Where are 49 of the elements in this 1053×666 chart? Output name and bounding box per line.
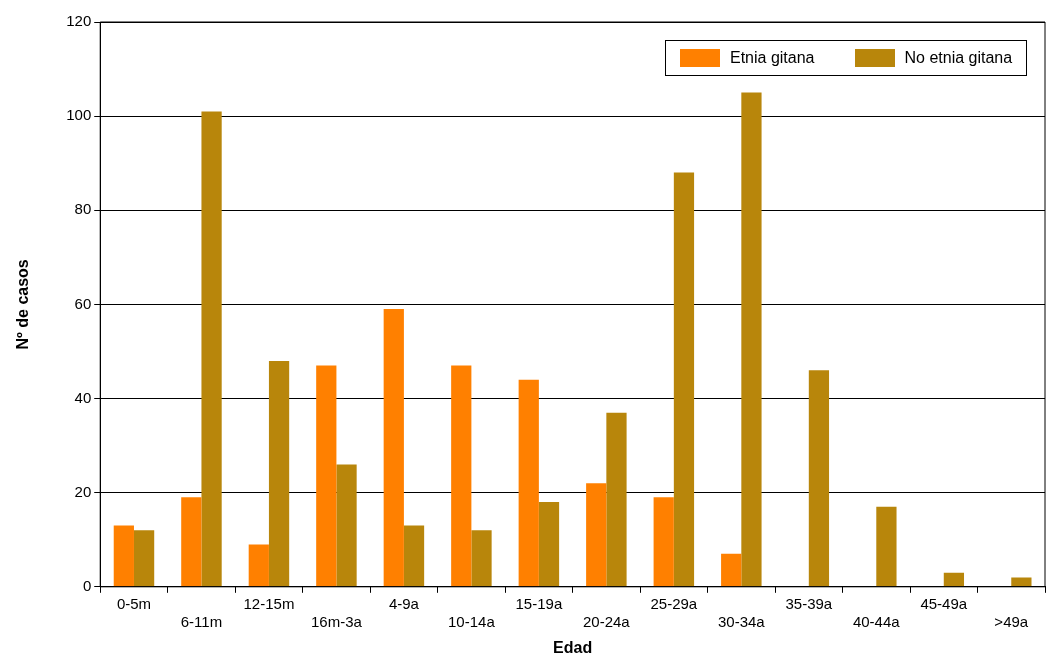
bar: [741, 92, 762, 587]
y-tick-label: 120: [66, 12, 92, 30]
x-axis-title: Edad: [553, 638, 593, 656]
bar: [943, 572, 965, 587]
bar: [518, 379, 539, 587]
x-tick-label: 10-14a: [448, 612, 496, 630]
bar: [808, 370, 830, 587]
bar: [268, 360, 290, 587]
y-tick-label: 80: [74, 200, 92, 218]
x-tick-label: 25-29a: [650, 594, 698, 612]
bar: [201, 111, 222, 587]
x-tick-label: 45-49a: [920, 594, 968, 612]
x-tick-label: 0-5m: [116, 594, 152, 612]
x-tick-label: 15-19a: [515, 594, 563, 612]
y-tick-label: 60: [74, 294, 92, 312]
x-tick-label: 4-9a: [388, 594, 420, 612]
legend-label: No etnia gitana: [904, 49, 1013, 67]
y-tick-label: 100: [66, 106, 92, 124]
x-tick-label: 35-39a: [785, 594, 833, 612]
y-tick-label: 0: [82, 576, 92, 594]
y-tick-label: 40: [74, 388, 92, 406]
bar: [673, 172, 695, 587]
x-tick-label: 30-34a: [717, 612, 766, 630]
bar: [876, 506, 897, 587]
bar: [181, 497, 202, 587]
bar: [653, 497, 674, 587]
bar: [606, 412, 627, 587]
bar: [403, 525, 425, 587]
bar: [133, 530, 155, 587]
y-tick-label: 20: [74, 482, 92, 500]
legend-label: Etnia gitana: [730, 49, 815, 67]
bar: [1011, 577, 1032, 587]
x-tick-label: 12-15m: [243, 594, 295, 612]
bar: [248, 544, 269, 587]
bar: [113, 525, 134, 587]
bar: [316, 365, 337, 587]
bar: [336, 464, 357, 587]
bar: [471, 530, 492, 587]
bar: [451, 365, 472, 587]
x-tick-label: 20-24a: [583, 612, 631, 630]
x-tick-label: 6-11m: [180, 612, 223, 630]
bar: [538, 502, 560, 587]
bar: [586, 483, 607, 587]
bar: [721, 553, 742, 587]
x-tick-label: >49a: [994, 612, 1029, 630]
x-tick-label: 40-44a: [852, 612, 901, 630]
y-axis-title: Nº de casos: [14, 259, 32, 350]
x-tick-label: 16m-3a: [310, 612, 363, 630]
bar: [383, 309, 404, 587]
